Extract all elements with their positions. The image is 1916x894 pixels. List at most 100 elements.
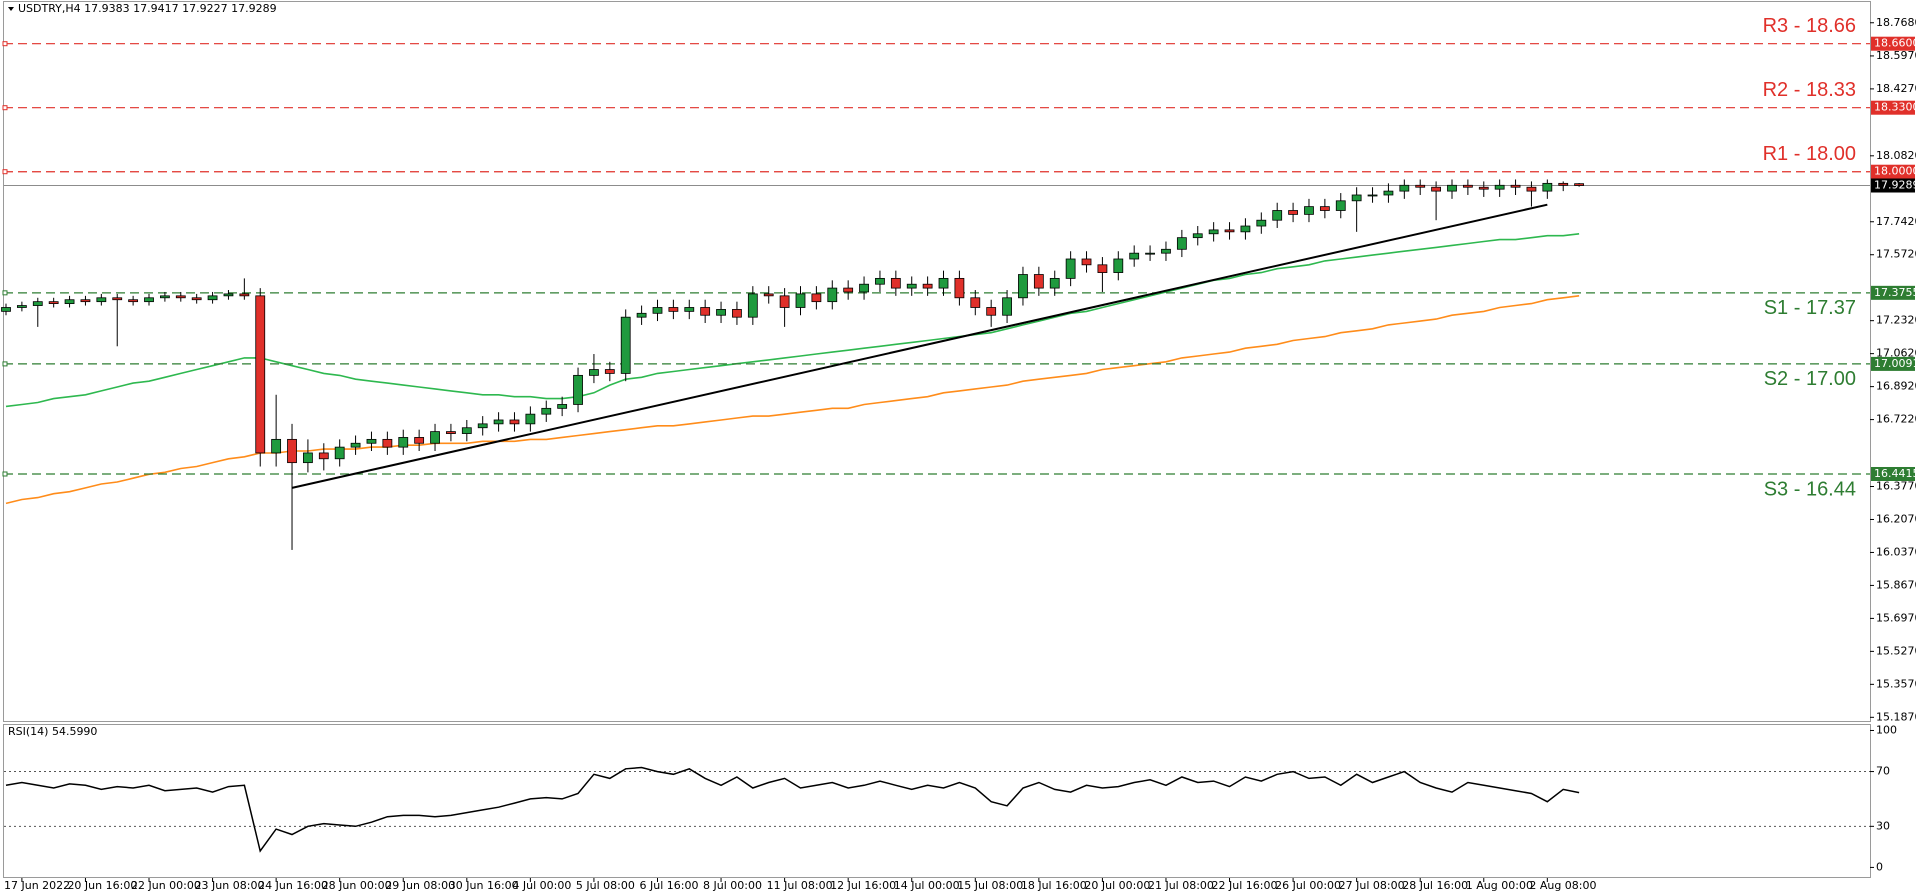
x-tick-label: 15 Jul 08:00: [957, 879, 1023, 892]
candle-body: [96, 297, 107, 303]
candle-body: [48, 301, 59, 305]
candle-body: [1176, 237, 1187, 250]
candle-body: [1224, 229, 1235, 233]
level-marker: [2, 361, 8, 367]
candle-body: [1447, 184, 1457, 192]
y-tick-label: 18.0820: [1876, 149, 1916, 162]
candle-body: [1462, 184, 1473, 188]
y-tick-label: 18.4270: [1876, 82, 1916, 95]
level-label: R2 - 18.33: [1763, 79, 1856, 101]
candle-body: [1161, 248, 1171, 254]
candle-body: [779, 295, 790, 308]
level-tag-label: 18.0000: [1874, 165, 1916, 178]
level-marker: [2, 471, 8, 477]
candle-body: [303, 452, 313, 464]
candle-body: [1351, 194, 1362, 202]
candle-body: [207, 295, 218, 301]
candle-body: [1113, 258, 1124, 273]
y-tick-label: 15.8670: [1876, 578, 1916, 591]
candle-body: [1558, 182, 1569, 186]
x-tick-label: 20 Jul 00:00: [1084, 879, 1150, 892]
x-tick-label: 21 Jul 08:00: [1148, 879, 1214, 892]
menu-arrow[interactable]: [8, 7, 14, 11]
x-tick-label: 28 Jun 00:00: [322, 879, 392, 892]
candle-body: [112, 297, 123, 301]
candle-body: [732, 309, 742, 318]
y-tick-label: 15.3570: [1876, 677, 1916, 690]
candle-body: [159, 295, 170, 299]
candle-body: [954, 277, 965, 299]
candle-body: [1208, 229, 1219, 235]
candle-body: [1526, 186, 1537, 192]
candle-body: [875, 277, 885, 285]
level-tag: [1871, 356, 1915, 371]
candle-body: [1240, 225, 1251, 233]
candle-body: [557, 404, 568, 409]
y-tick-label: 17.0620: [1876, 347, 1916, 360]
y-tick-label: 15.1870: [1876, 710, 1916, 723]
rsi-line: [5, 766, 1580, 853]
last-price-tag: [1871, 178, 1915, 193]
candle-body: [604, 369, 615, 374]
level-tag-label: 18.6600: [1874, 37, 1916, 50]
x-tick-label: 4 Jul 00:00: [512, 879, 571, 892]
candle-body: [1192, 233, 1203, 239]
x-tick-label: 11 Jul 08:00: [767, 879, 833, 892]
x-tick-label: 27 Jul 08:00: [1339, 879, 1405, 892]
candle-body: [1081, 258, 1092, 266]
y-tick-label: 17.2320: [1876, 314, 1916, 327]
rsi-panel-frame: [3, 724, 1871, 878]
y-tick-label: 0: [1876, 860, 1883, 873]
y-tick-label: 15.5270: [1876, 644, 1916, 657]
candle-body: [843, 287, 854, 293]
candle-body: [795, 293, 806, 308]
candle-body: [1367, 194, 1378, 197]
candle-body: [890, 277, 901, 289]
trendline: [291, 203, 1548, 489]
candle-body: [1542, 182, 1553, 192]
level-tag-label: 17.3755: [1874, 286, 1916, 299]
candle-body: [1, 307, 11, 312]
symbol-header: USDTRY,H4 17.9383 17.9417 17.9227 17.928…: [18, 2, 277, 15]
level-tag: [1871, 466, 1915, 481]
candle-body: [366, 438, 377, 444]
candle-body: [763, 293, 774, 297]
candle-body: [223, 293, 234, 297]
candle-body: [811, 293, 822, 303]
candle-body: [1097, 264, 1108, 273]
candle-body: [64, 299, 75, 305]
y-tick-label: 30: [1876, 819, 1890, 832]
candle-body: [620, 316, 631, 374]
candle-body: [1129, 252, 1140, 260]
price-panel-frame: [3, 1, 1871, 722]
candle-body: [827, 287, 838, 303]
candle-body: [144, 297, 154, 303]
level-marker: [2, 169, 8, 175]
moving-average: [5, 295, 1580, 505]
candle-body: [1304, 206, 1314, 215]
candle-body: [398, 437, 409, 448]
y-tick-label: 18.5970: [1876, 49, 1916, 62]
y-tick-label: 17.7420: [1876, 215, 1916, 228]
candle-body: [493, 419, 504, 425]
candle-body: [430, 431, 440, 444]
y-tick-label: 16.7220: [1876, 413, 1916, 426]
level-tag: [1871, 164, 1915, 179]
level-label: S2 - 17.00: [1764, 368, 1856, 390]
candle-body: [446, 431, 456, 434]
y-tick-label: 16.8920: [1876, 380, 1916, 393]
x-tick-label: 20 Jun 16:00: [67, 879, 137, 892]
candle-body: [175, 295, 186, 299]
x-tick-label: 12 Jul 16:00: [830, 879, 896, 892]
candle-body: [1431, 186, 1441, 192]
candle-body: [525, 413, 536, 425]
candle-body: [668, 307, 679, 312]
candle-body: [1256, 219, 1267, 227]
candle-body: [652, 307, 663, 314]
candle-body: [1288, 210, 1298, 215]
level-label: R1 - 18.00: [1763, 143, 1856, 165]
level-tag: [1871, 36, 1915, 51]
candle-body: [1399, 184, 1410, 192]
level-tag-label: 16.4415: [1874, 467, 1916, 480]
